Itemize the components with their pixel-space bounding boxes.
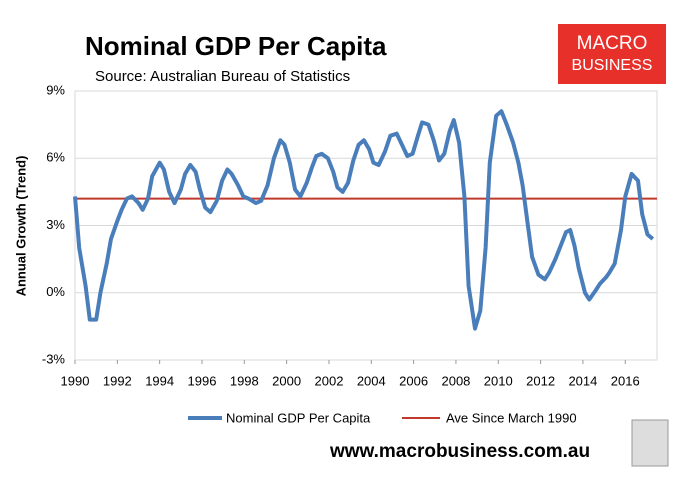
chart-title: Nominal GDP Per Capita — [85, 31, 387, 61]
x-tick-label: 2004 — [357, 373, 386, 388]
y-axis-label: Annual Growth (Trend) — [13, 156, 28, 297]
data-line — [73, 109, 655, 331]
x-tick-label: 1992 — [103, 373, 132, 388]
chart-subtitle: Source: Australian Bureau of Statistics — [95, 68, 350, 85]
legend-label: Nominal GDP Per Capita — [226, 410, 371, 425]
x-tick-label: 2010 — [484, 373, 513, 388]
x-tick-label: 2016 — [611, 373, 640, 388]
legend-label: Ave Since March 1990 — [446, 410, 577, 425]
x-tick-label: 2014 — [568, 373, 597, 388]
x-tick-label: 2002 — [315, 373, 344, 388]
logo-text: MACRO — [577, 33, 648, 54]
y-tick-label: 9% — [46, 82, 65, 97]
footer: www.macrobusiness.com.au — [329, 441, 590, 462]
x-tick-label: 2008 — [441, 373, 470, 388]
y-tick-label: 3% — [46, 217, 65, 232]
logo-text: BUSINESS — [572, 57, 653, 74]
y-tick-label: 6% — [46, 150, 65, 165]
x-tick-label: 1994 — [145, 373, 174, 388]
y-tick-label: -3% — [42, 351, 66, 366]
x-tick-label: 2006 — [399, 373, 428, 388]
logo-box — [558, 24, 666, 84]
y-tick-label: 0% — [46, 284, 65, 299]
x-tick-label: 1996 — [188, 373, 217, 388]
logo-icon — [631, 419, 669, 467]
x-tick-label: 1990 — [61, 373, 90, 388]
x-tick-label: 2000 — [272, 373, 301, 388]
x-tick-label: 2012 — [526, 373, 555, 388]
x-tick-label: 1998 — [230, 373, 259, 388]
